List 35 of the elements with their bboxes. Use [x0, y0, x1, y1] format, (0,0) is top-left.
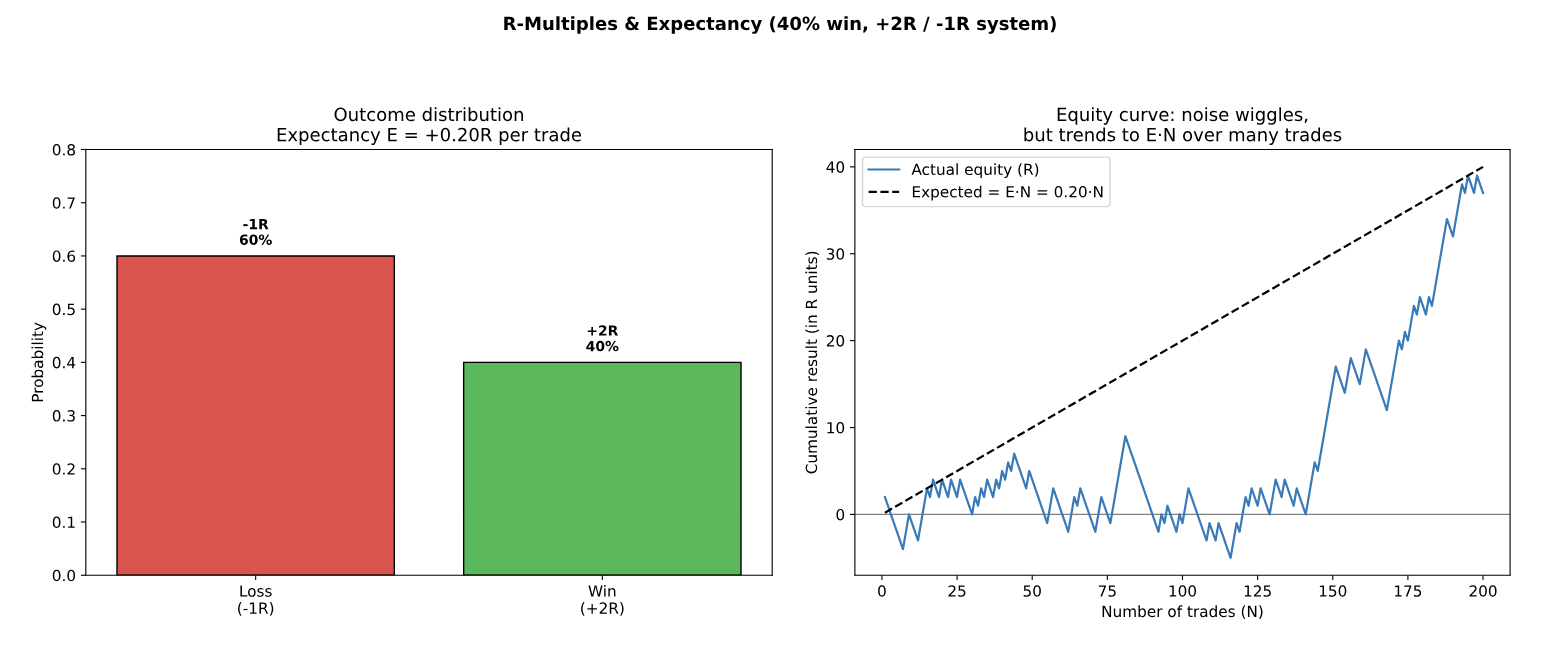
data-label: -1R 60% [239, 219, 272, 245]
legend-label: Expected = E·N = 0.20·N [912, 185, 1103, 201]
y-tick-label: 0.0 [52, 569, 76, 582]
y-tick-label: 0.2 [52, 463, 75, 475]
x-tick-label: 50 [1023, 585, 1041, 597]
x-tick-label: 75 [1098, 585, 1116, 597]
y-tick-label: 0 [836, 508, 845, 521]
chart-title: Outcome distribution Expectancy E = +0.20R per trade [277, 107, 582, 145]
x-axis-title: Number of trades (N) [1102, 605, 1263, 619]
x-tick-label: 125 [1244, 585, 1271, 597]
y-tick-label: 0.4 [52, 356, 76, 369]
x-tick-label: 100 [1169, 585, 1197, 597]
x-tick-label: 25 [948, 585, 966, 597]
x-tick-label: 200 [1469, 585, 1497, 597]
y-axis-title: Probability [31, 322, 47, 402]
y-tick-label: 30 [826, 248, 845, 260]
y-tick-label: 0.7 [52, 197, 75, 209]
text: R-Multiples & Expectancy (40% win, +2R / -1R system) [504, 16, 1056, 34]
y-tick-label: 40 [826, 161, 845, 173]
x-tick-label: 150 [1319, 585, 1347, 597]
y-tick-label: 0.8 [52, 143, 76, 156]
y-tick-label: 0.3 [52, 410, 75, 422]
y-tick-label: 20 [826, 335, 845, 347]
x-tick-label: 0 [878, 585, 886, 597]
y-tick-label: 0.1 [52, 516, 75, 529]
y-axis-title: Cumulative result (in R units) [805, 251, 819, 474]
legend-label: Actual equity (R) [911, 163, 1039, 179]
x-tick-label: Loss (-1R) [238, 585, 274, 616]
x-tick-label: Win (+2R) [581, 584, 624, 616]
x-tick-label: 175 [1394, 585, 1422, 597]
data-label: +2R 40% [586, 325, 619, 352]
y-tick-label: 10 [827, 422, 845, 434]
y-tick-label: 0.6 [52, 250, 76, 262]
chart-title: Equity curve: noise wiggles, but trends to E·N over many trades [1024, 107, 1342, 145]
y-tick-label: 0.5 [52, 303, 75, 316]
